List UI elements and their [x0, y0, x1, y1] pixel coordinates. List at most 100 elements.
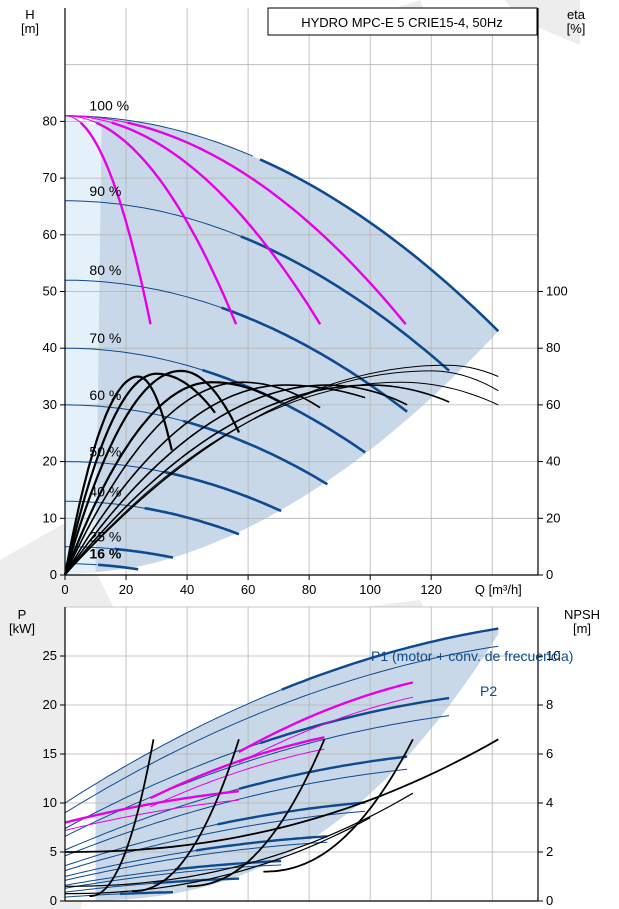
p2-curve-4 [64, 841, 328, 881]
low-flow-area [65, 115, 102, 575]
hq-curve-5 [163, 470, 282, 513]
hq-curve-thin-1 [65, 200, 241, 237]
npsh-curve-6 [65, 817, 371, 895]
speed-label-5: 50 % [89, 444, 121, 460]
y-tick-label: 60 [43, 227, 57, 242]
p1-curve-thin-1 [64, 742, 261, 829]
y-tick-label: 20 [43, 454, 57, 469]
x-axis-title: Q [m³/h] [475, 582, 522, 597]
power-npsh-chart: 0 5 10 15 20 25 0 2 4 6 8 10 P[kW] NPSH[m] P1 (motor … [9, 606, 600, 908]
y-right-tick-label: 100 [546, 284, 568, 299]
npsh-tick-label: 0 [546, 893, 553, 908]
npsh-axis-unit: [m] [573, 621, 591, 636]
eta-curve-2 [63, 369, 240, 576]
eta-curve-3 [63, 381, 282, 576]
npsh-curve-3 [263, 738, 414, 873]
eta-curve-4 [64, 381, 321, 576]
power-operating-area [95, 628, 499, 901]
hq-100-curve-3 [127, 121, 407, 325]
y-right-axis-title: eta [567, 7, 586, 22]
npsh-tick-label: 10 [546, 648, 560, 663]
p1-curve-thin-0 [64, 689, 282, 804]
hq-curve-0 [259, 158, 500, 333]
p2-curve-3 [64, 810, 366, 872]
operating-area [95, 116, 499, 573]
hq-curve-thin-3 [65, 347, 203, 371]
npsh-curve-5 [65, 792, 414, 887]
p1-label: P1 (motor + conv. de frecuencia) [371, 648, 573, 664]
x-tick-label: 60 [241, 582, 255, 597]
p1-curve-5 [174, 859, 282, 871]
p1-curve-7 [119, 891, 173, 896]
x-tick-label: 40 [180, 582, 194, 597]
x-tick-label: 20 [119, 582, 133, 597]
speed-label-8: 16 % [89, 546, 121, 562]
head-efficiency-chart: 100 % 90 % 80 % 70 % 60 % 50 % 40 % 25 %16 % 0 1… [21, 7, 586, 597]
p1-curve-thin-4 [64, 849, 197, 877]
p-tick-label: 0 [50, 893, 57, 908]
p-100-curve-2 [149, 736, 325, 800]
npsh-tick-label: 2 [546, 844, 553, 859]
p-tick-label: 25 [43, 648, 57, 663]
p-tick-label: 15 [43, 746, 57, 761]
p-tick-label: 10 [43, 795, 57, 810]
hq-curve-1 [240, 235, 450, 372]
hq-100-curve-2 [111, 121, 322, 325]
p1-curve-thin-3 [64, 823, 218, 867]
hq-curve-thin-5 [65, 461, 164, 473]
y-tick-label: 70 [43, 170, 57, 185]
npsh-curve-2 [187, 738, 326, 888]
speed-label-1: 90 % [89, 183, 121, 199]
hq-curve-8 [97, 563, 139, 571]
x-tick-label: 100 [359, 582, 381, 597]
hq-100-curve-1 [95, 121, 238, 325]
p-100-curve-3 [150, 748, 325, 808]
p1-curve-thin-2 [64, 788, 240, 851]
eta-curve-5 [64, 384, 366, 576]
hq-curve-6 [144, 506, 240, 536]
hq-100-curve-0 [79, 121, 152, 325]
hq-curve-4 [182, 419, 329, 486]
hq-curve-7 [114, 547, 174, 559]
p2-curve-1 [64, 715, 450, 837]
x-tick-label: 80 [302, 582, 316, 597]
p1-curve-1 [259, 696, 450, 745]
p2-label: P2 [480, 683, 497, 699]
eta-curve-0 [63, 375, 173, 576]
y-tick-label: 50 [43, 284, 57, 299]
x-tick-label: 120 [420, 582, 442, 597]
hq-100-curve-thin-3 [64, 115, 128, 124]
npsh-curve-1 [132, 739, 240, 893]
p1-curve-2 [238, 755, 408, 791]
p-100-curve-4 [238, 681, 414, 754]
y-tick-label: 30 [43, 397, 57, 412]
p-tick-label: 20 [43, 697, 57, 712]
eta-curve-7 [64, 384, 450, 576]
p-axis-title: P [18, 607, 27, 622]
hq-curve-thin-0 [64, 115, 253, 157]
p-100-curve-1 [64, 799, 239, 831]
speed-label-4: 60 % [89, 387, 121, 403]
y-right-tick-label: 40 [546, 454, 560, 469]
chart-title: HYDRO MPC-E 5 CRIE15-4, 50Hz [301, 15, 503, 30]
y-tick-label: 80 [43, 113, 57, 128]
p-100-curve-5 [238, 696, 414, 764]
y-right-axis-unit: [%] [567, 21, 586, 36]
hq-curve-2 [221, 306, 408, 413]
speed-label-6: 40 % [89, 483, 121, 499]
p-axis-unit: [kW] [9, 621, 35, 636]
p1-curve-0 [281, 627, 499, 691]
x-tick-label: 0 [61, 582, 68, 597]
p1-curve-4 [196, 835, 328, 852]
eta-curve-10 [64, 364, 499, 576]
y-right-tick-label: 80 [546, 340, 560, 355]
speed-label-7: 25 % [89, 529, 121, 545]
y-tick-label: 10 [43, 510, 57, 525]
npsh-tick-label: 6 [546, 746, 553, 761]
y-tick-label: 40 [43, 340, 57, 355]
y-right-tick-label: 0 [546, 567, 553, 582]
npsh-axis-title: NPSH [564, 607, 600, 622]
p1-curve-thin-5 [64, 868, 175, 886]
y-axis-unit: [m] [21, 21, 39, 36]
